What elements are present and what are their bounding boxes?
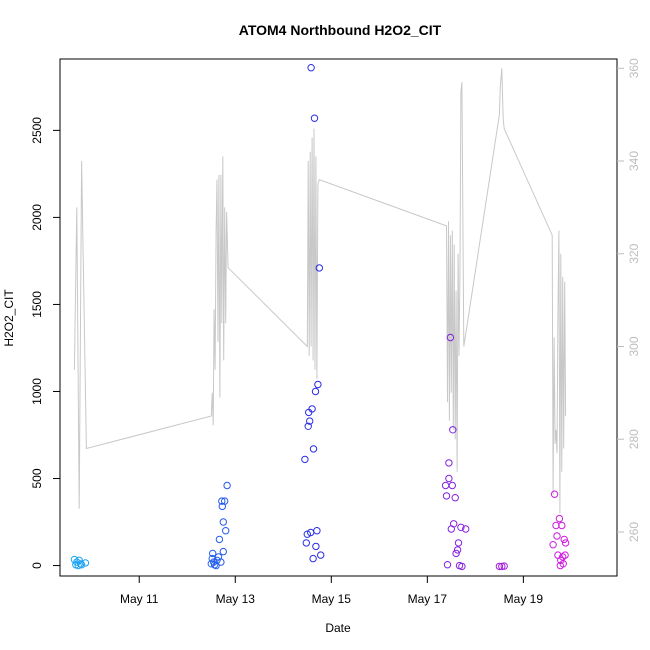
- secondary-line-series: [73, 68, 567, 514]
- data-point-60: [462, 525, 470, 533]
- right-y-axis: 260 280 300 320 340 360: [617, 58, 641, 542]
- left-y-axis: 0 500 1000 1500 2000 2500: [30, 117, 60, 569]
- x-tick-label: May 19: [504, 592, 544, 606]
- data-point-43: [441, 481, 450, 490]
- x-axis-label: Date: [325, 621, 351, 635]
- data-point-13: [212, 561, 220, 570]
- data-point-54: [452, 549, 460, 558]
- data-point-33: [308, 405, 316, 413]
- data-point-62: [498, 562, 506, 571]
- data-point-36: [310, 114, 319, 122]
- data-point-64: [549, 541, 557, 549]
- h2o2-scatter-series: [70, 64, 570, 571]
- data-point-26: [302, 539, 310, 547]
- data-point-4: [75, 556, 83, 564]
- data-point-72: [558, 521, 566, 530]
- y-tick-label: 0: [30, 562, 44, 569]
- y2-tick-label: 260: [627, 522, 641, 542]
- data-point-14: [213, 556, 221, 564]
- y2-tick-label: 360: [627, 58, 641, 78]
- y-tick-label: 1500: [30, 291, 44, 318]
- data-point-3: [74, 561, 82, 570]
- data-point-17: [217, 558, 225, 566]
- y2-tick-label: 340: [627, 151, 641, 171]
- data-point-39: [313, 527, 321, 535]
- data-point-37: [311, 387, 320, 396]
- data-point-77: [561, 539, 570, 547]
- data-point-24: [223, 481, 231, 490]
- data-point-67: [553, 532, 561, 540]
- data-point-41: [315, 264, 323, 272]
- x-axis: May 11 May 13 May 15 May 17 May 19: [120, 576, 543, 606]
- data-point-53: [451, 494, 459, 502]
- data-point-75: [560, 535, 568, 544]
- data-point-52: [450, 520, 458, 528]
- y-tick-label: 2500: [30, 117, 44, 144]
- secondary-series-line: [73, 68, 567, 514]
- data-point-10: [209, 549, 217, 558]
- data-point-66: [552, 521, 560, 530]
- data-point-25: [301, 455, 309, 464]
- data-point-12: [210, 561, 219, 569]
- y2-tick-label: 300: [627, 336, 641, 356]
- data-point-76: [561, 551, 569, 559]
- data-point-23: [222, 527, 230, 535]
- data-point-40: [314, 380, 322, 389]
- data-point-55: [453, 546, 462, 554]
- data-point-20: [219, 547, 228, 556]
- y-axis-label: H2O2_CIT: [2, 289, 16, 347]
- data-point-50: [448, 481, 456, 490]
- data-point-44: [442, 492, 451, 500]
- plot-frame: [59, 58, 618, 577]
- data-point-48: [446, 333, 455, 342]
- data-point-58: [457, 523, 465, 531]
- data-point-42: [317, 551, 325, 559]
- data-point-56: [454, 539, 463, 547]
- data-point-0: [70, 555, 79, 564]
- data-point-59: [458, 562, 466, 571]
- y2-tick-label: 320: [627, 243, 641, 263]
- y-tick-label: 2000: [30, 204, 44, 231]
- data-point-30: [306, 417, 314, 425]
- data-point-18: [218, 497, 226, 505]
- data-point-16: [215, 535, 224, 544]
- data-point-47: [445, 459, 453, 467]
- y-tick-label: 1000: [30, 378, 44, 405]
- data-point-61: [495, 562, 504, 571]
- chart-title: ATOM4 Northbound H2O2_CIT: [239, 22, 442, 38]
- data-point-27: [303, 530, 311, 538]
- x-tick-label: May 17: [408, 592, 448, 606]
- data-point-21: [219, 518, 228, 526]
- data-point-22: [221, 497, 229, 505]
- data-point-46: [445, 474, 453, 483]
- data-point-28: [304, 422, 312, 430]
- data-point-5: [76, 560, 85, 568]
- y-tick-label: 500: [30, 468, 44, 488]
- data-point-7: [81, 559, 90, 567]
- data-point-6: [77, 561, 86, 569]
- x-tick-label: May 15: [312, 592, 352, 606]
- data-point-73: [559, 553, 567, 561]
- data-point-34: [309, 554, 317, 563]
- data-point-69: [555, 514, 564, 523]
- data-point-74: [559, 560, 567, 568]
- y2-tick-label: 280: [627, 429, 641, 449]
- data-point-51: [449, 426, 457, 434]
- data-point-65: [550, 490, 559, 498]
- data-point-45: [443, 561, 452, 569]
- x-tick-label: May 11: [120, 592, 159, 606]
- data-point-63: [500, 562, 508, 570]
- data-point-32: [307, 64, 315, 72]
- data-point-38: [312, 542, 320, 551]
- x-tick-label: May 13: [216, 592, 256, 606]
- data-point-35: [309, 445, 318, 453]
